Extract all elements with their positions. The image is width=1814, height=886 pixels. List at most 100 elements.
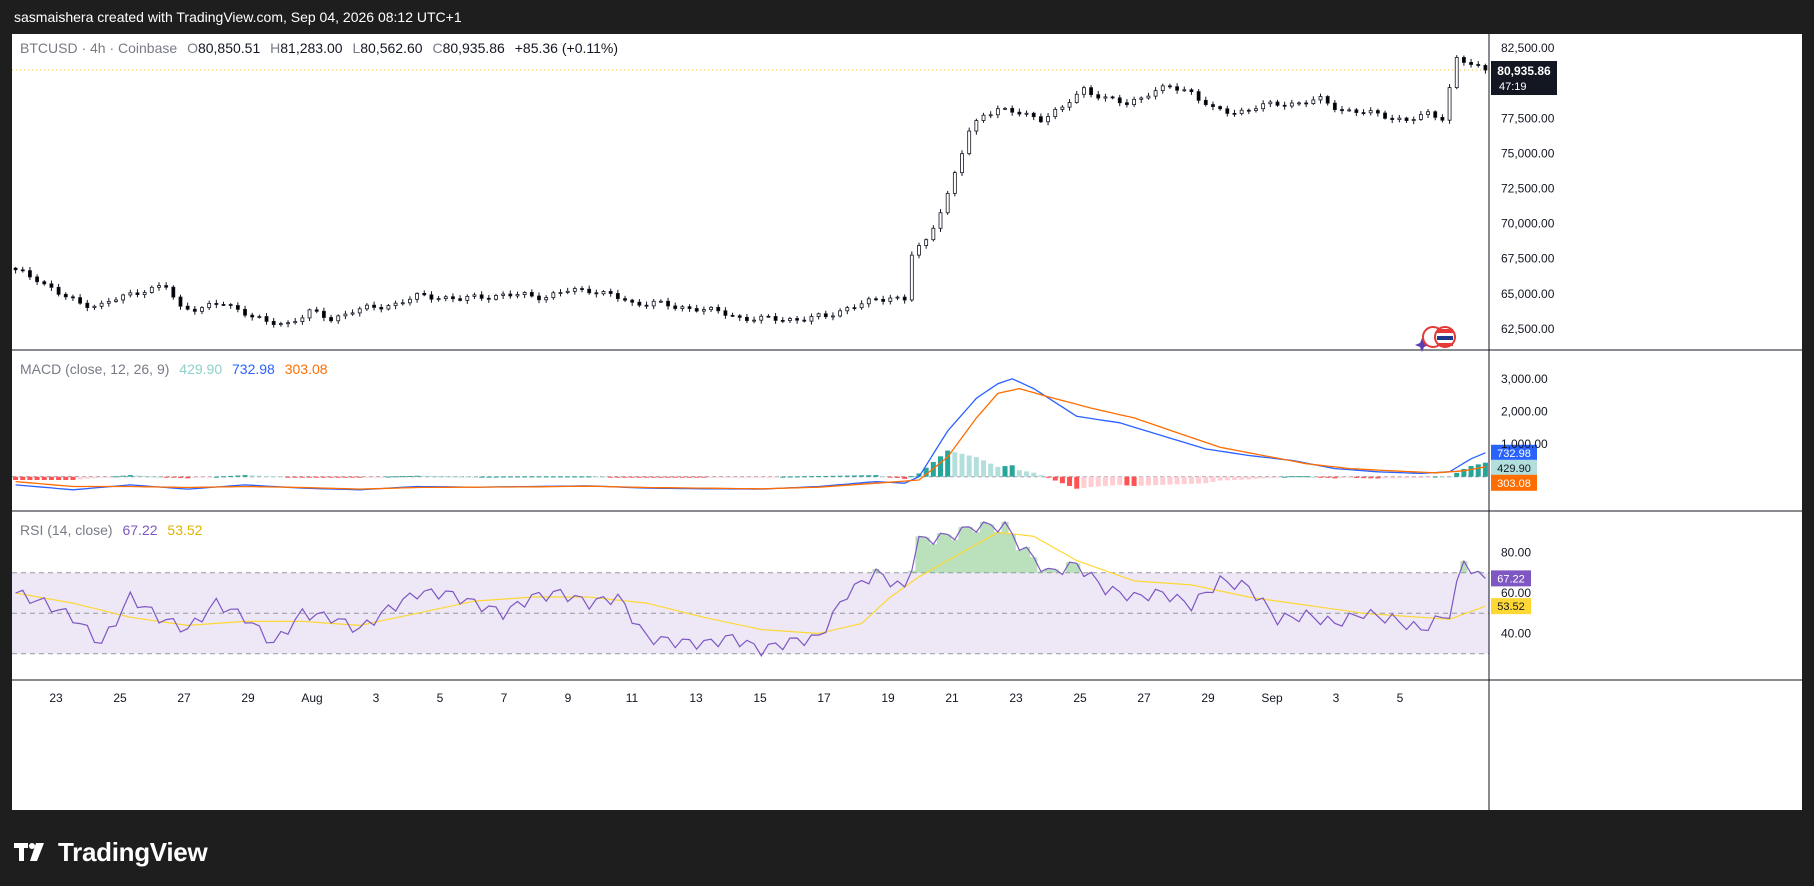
price-candle[interactable] (1203, 96, 1208, 107)
price-candle[interactable] (1160, 83, 1165, 94)
price-candle[interactable] (888, 294, 893, 305)
price-candle[interactable] (35, 274, 39, 285)
macd-pane[interactable]: 732.98 429.90 303.08 (12, 378, 1537, 491)
price-candle[interactable] (995, 105, 1000, 119)
price-candle[interactable] (701, 306, 706, 315)
price-candle[interactable] (479, 291, 484, 301)
price-candle[interactable] (1103, 93, 1108, 102)
price-candle[interactable] (1340, 105, 1344, 115)
price-candle[interactable] (1368, 107, 1373, 116)
price-candle[interactable] (1469, 58, 1473, 68)
price-candle[interactable] (278, 321, 283, 327)
price-candle[interactable] (465, 294, 470, 304)
price-candle[interactable] (1361, 109, 1366, 116)
price-candle[interactable] (314, 306, 319, 314)
price-candle[interactable] (92, 304, 97, 310)
price-candle[interactable] (565, 287, 570, 295)
price-candle[interactable] (257, 314, 262, 319)
price-candle[interactable] (228, 303, 233, 309)
price-candle[interactable] (1110, 95, 1115, 100)
price-candle[interactable] (408, 296, 412, 306)
price-candle[interactable] (780, 317, 785, 324)
price-candle[interactable] (644, 301, 649, 309)
price-candle[interactable] (687, 304, 692, 312)
price-candle[interactable] (300, 314, 305, 325)
price-candle[interactable] (788, 316, 792, 323)
price-candle[interactable] (357, 306, 362, 317)
price-candle[interactable] (752, 316, 756, 324)
price-candle[interactable] (221, 301, 226, 306)
price-candle[interactable] (1447, 84, 1452, 124)
price-candle[interactable] (307, 308, 312, 322)
price-candle[interactable] (365, 303, 369, 311)
price-candle[interactable] (128, 289, 133, 298)
price-candle[interactable] (1082, 85, 1086, 98)
price-candle[interactable] (1175, 83, 1180, 94)
price-candle[interactable] (1433, 110, 1438, 121)
price-candle[interactable] (1390, 114, 1395, 124)
price-candle[interactable] (1168, 83, 1172, 89)
price-candle[interactable] (164, 282, 169, 290)
price-candle[interactable] (157, 282, 161, 291)
price-candle[interactable] (773, 312, 778, 324)
price-candle[interactable] (960, 150, 964, 176)
price-candle[interactable] (823, 310, 828, 319)
price-candle[interactable] (1153, 87, 1158, 100)
price-candle[interactable] (745, 314, 749, 324)
price-candle[interactable] (286, 320, 290, 328)
price-candle[interactable] (1404, 116, 1409, 123)
price-candle[interactable] (852, 304, 857, 311)
price-candle[interactable] (1053, 107, 1058, 120)
price-candle[interactable] (458, 295, 463, 302)
price-candle[interactable] (1282, 101, 1287, 110)
symbol-label[interactable]: BTCUSD · 4h · Coinbase (20, 40, 178, 56)
price-candle[interactable] (1003, 106, 1007, 111)
price-candle[interactable] (415, 292, 419, 303)
price-candle[interactable] (709, 306, 713, 312)
price-candle[interactable] (1347, 107, 1352, 112)
price-candle[interactable] (816, 312, 821, 320)
rsi-title[interactable]: RSI (14, close) (20, 522, 113, 538)
price-candle[interactable] (20, 266, 25, 273)
rsi-pane[interactable]: 67.22 53.52 (12, 520, 1531, 657)
price-candle[interactable] (386, 303, 391, 311)
price-candle[interactable] (845, 305, 850, 315)
price-candle[interactable] (587, 285, 592, 295)
price-candle[interactable] (737, 314, 742, 321)
price-candle[interactable] (544, 295, 549, 303)
price-candle[interactable] (658, 299, 663, 303)
price-candle[interactable] (1031, 111, 1036, 121)
price-candle[interactable] (1476, 61, 1481, 68)
price-candle[interactable] (1454, 55, 1459, 90)
macd-line[interactable] (15, 378, 1486, 491)
price-candle[interactable] (866, 296, 871, 308)
price-candle[interactable] (1046, 113, 1050, 126)
macd-signal-line[interactable] (15, 387, 1486, 490)
price-candle[interactable] (178, 294, 183, 310)
price-candle[interactable] (967, 127, 972, 156)
price-candle[interactable] (580, 286, 584, 293)
price-candle[interactable] (171, 285, 176, 300)
price-candle[interactable] (429, 291, 434, 303)
price-candle[interactable] (630, 298, 635, 306)
price-candle[interactable] (802, 316, 807, 323)
price-candle[interactable] (1426, 108, 1430, 119)
price-candle[interactable] (1139, 96, 1144, 103)
price-candle[interactable] (601, 290, 606, 296)
price-candle[interactable] (293, 317, 298, 325)
price-candle[interactable] (63, 292, 68, 300)
price-candle[interactable] (623, 295, 627, 303)
price-candle[interactable] (422, 290, 427, 297)
price-candle[interactable] (85, 299, 90, 312)
price-candle[interactable] (321, 307, 326, 322)
price-candle[interactable] (393, 300, 398, 310)
price-candle[interactable] (1125, 99, 1129, 108)
price-candle[interactable] (1297, 101, 1301, 106)
price-candle[interactable] (859, 300, 864, 310)
price-candle[interactable] (1418, 110, 1423, 121)
price-candle[interactable] (142, 290, 147, 299)
price-candle[interactable] (730, 312, 735, 318)
rsi-ma-line[interactable] (15, 531, 1486, 635)
price-candle[interactable] (1332, 99, 1337, 113)
price-candle[interactable] (1261, 100, 1266, 112)
